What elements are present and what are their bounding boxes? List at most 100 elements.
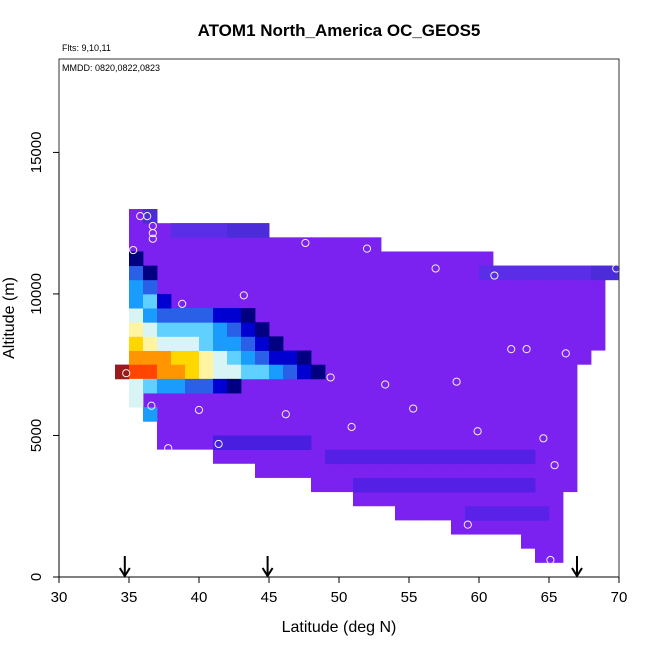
heatmap-cell <box>241 364 256 380</box>
heatmap-cell <box>199 364 214 380</box>
heatmap-cell <box>255 322 270 337</box>
x-tick-label: 45 <box>261 589 278 606</box>
sample-point <box>347 422 356 432</box>
heatmap-cell <box>535 506 550 521</box>
heatmap-cell <box>367 449 382 465</box>
heatmap-cell <box>199 223 214 238</box>
heatmap-cell <box>157 293 172 309</box>
x-tick-label: 40 <box>191 589 208 606</box>
x-tick-label: 65 <box>541 589 558 606</box>
heatmap-cell <box>465 506 480 521</box>
heatmap-cell <box>185 308 200 323</box>
sample-point <box>431 264 440 273</box>
sample-point <box>381 380 390 389</box>
y-axis-label: Altitude (m) <box>1 277 18 359</box>
sample-point <box>409 404 418 413</box>
sample-point <box>143 211 152 221</box>
heatmap-cell <box>451 477 466 493</box>
heatmap-cell <box>213 223 228 238</box>
heatmap-cell <box>507 477 522 493</box>
heatmap-cell <box>255 350 270 366</box>
y-tick-label: 10000 <box>28 273 45 315</box>
heatmap-cell <box>241 223 256 238</box>
x-tick-label: 35 <box>121 589 138 606</box>
sample-point <box>473 427 482 436</box>
heatmap-cell <box>437 449 452 465</box>
flight-marker-arrow <box>261 556 274 578</box>
sample-point <box>281 410 290 419</box>
y-tick-label: 0 <box>28 573 45 581</box>
heatmap-cell <box>199 350 214 366</box>
heatmap-cell <box>605 265 620 281</box>
heatmap-cell <box>381 477 396 493</box>
heatmap-cell <box>227 378 242 394</box>
heatmap-cell <box>227 350 242 366</box>
heatmap-cell <box>213 378 228 394</box>
sample-point <box>490 271 499 280</box>
heatmap-cell <box>507 449 522 465</box>
heatmap-cell <box>493 506 508 521</box>
sample-point <box>164 444 173 453</box>
profile-column <box>563 265 578 493</box>
heatmap-cell <box>199 378 214 394</box>
x-axis: 30 35 40 45 50 55 60 65 70 <box>51 576 628 606</box>
profile-column <box>535 265 550 563</box>
heatmap-cell <box>213 308 228 323</box>
heatmap-cell <box>465 477 480 493</box>
heatmap-cell <box>143 279 158 295</box>
heatmap-cell <box>283 435 298 451</box>
flight-marker-arrow <box>571 556 583 578</box>
profile-column <box>493 265 508 535</box>
x-axis-label: Latitude (deg N) <box>282 619 397 636</box>
heatmap-cell <box>255 435 270 451</box>
sample-point <box>178 299 187 308</box>
heatmap-cell <box>451 449 466 465</box>
heatmap-cell <box>409 477 424 493</box>
chart-title: ATOM1 North_America OC_GEOS5 <box>198 21 481 40</box>
heatmap-cell <box>241 435 256 451</box>
heatmap-cell <box>563 265 578 281</box>
heatmap-cell <box>521 477 536 493</box>
heatmap-cell <box>143 364 158 380</box>
heatmap-cell <box>479 477 494 493</box>
heatmap-cell <box>367 477 382 493</box>
heatmap-cell <box>185 364 200 380</box>
x-tick-label: 70 <box>611 589 628 606</box>
sample-point <box>301 238 310 248</box>
arrow-head <box>571 567 583 578</box>
heatmap-cell <box>157 336 172 351</box>
heatmap-cell <box>591 265 606 281</box>
heatmap-cell <box>143 378 158 394</box>
heatmap-cell <box>521 506 536 521</box>
flight-markers <box>118 556 583 578</box>
sample-point <box>550 461 559 470</box>
heatmap-cell <box>241 336 256 351</box>
heatmap-cell <box>493 477 508 493</box>
heatmap-cell <box>143 336 158 351</box>
heatmap-cell <box>269 350 284 366</box>
heatmap-cell <box>199 308 214 323</box>
heatmap-cell <box>171 308 186 323</box>
sample-point <box>539 434 548 443</box>
heatmap-cell <box>143 265 158 281</box>
heatmap-cell <box>129 364 144 380</box>
heatmap-cell <box>143 407 158 422</box>
heatmap-cell <box>381 449 396 465</box>
heatmap-cell <box>507 265 522 281</box>
heatmap-cell <box>171 336 186 351</box>
sample-point <box>214 439 223 449</box>
sample-point <box>507 345 516 354</box>
profile-column <box>381 251 396 507</box>
sample-points <box>122 211 621 565</box>
heatmap-cell <box>227 308 242 323</box>
profile-column <box>507 265 522 535</box>
sample-point <box>522 345 531 354</box>
heatmap-cell <box>479 265 494 281</box>
sample-point <box>561 349 570 358</box>
heatmap-cell <box>325 449 340 465</box>
y-tick-label: 15000 <box>28 132 45 174</box>
heatmap-cell <box>395 449 410 465</box>
heatmap-cell <box>577 265 592 281</box>
heatmap-cell <box>297 364 312 380</box>
